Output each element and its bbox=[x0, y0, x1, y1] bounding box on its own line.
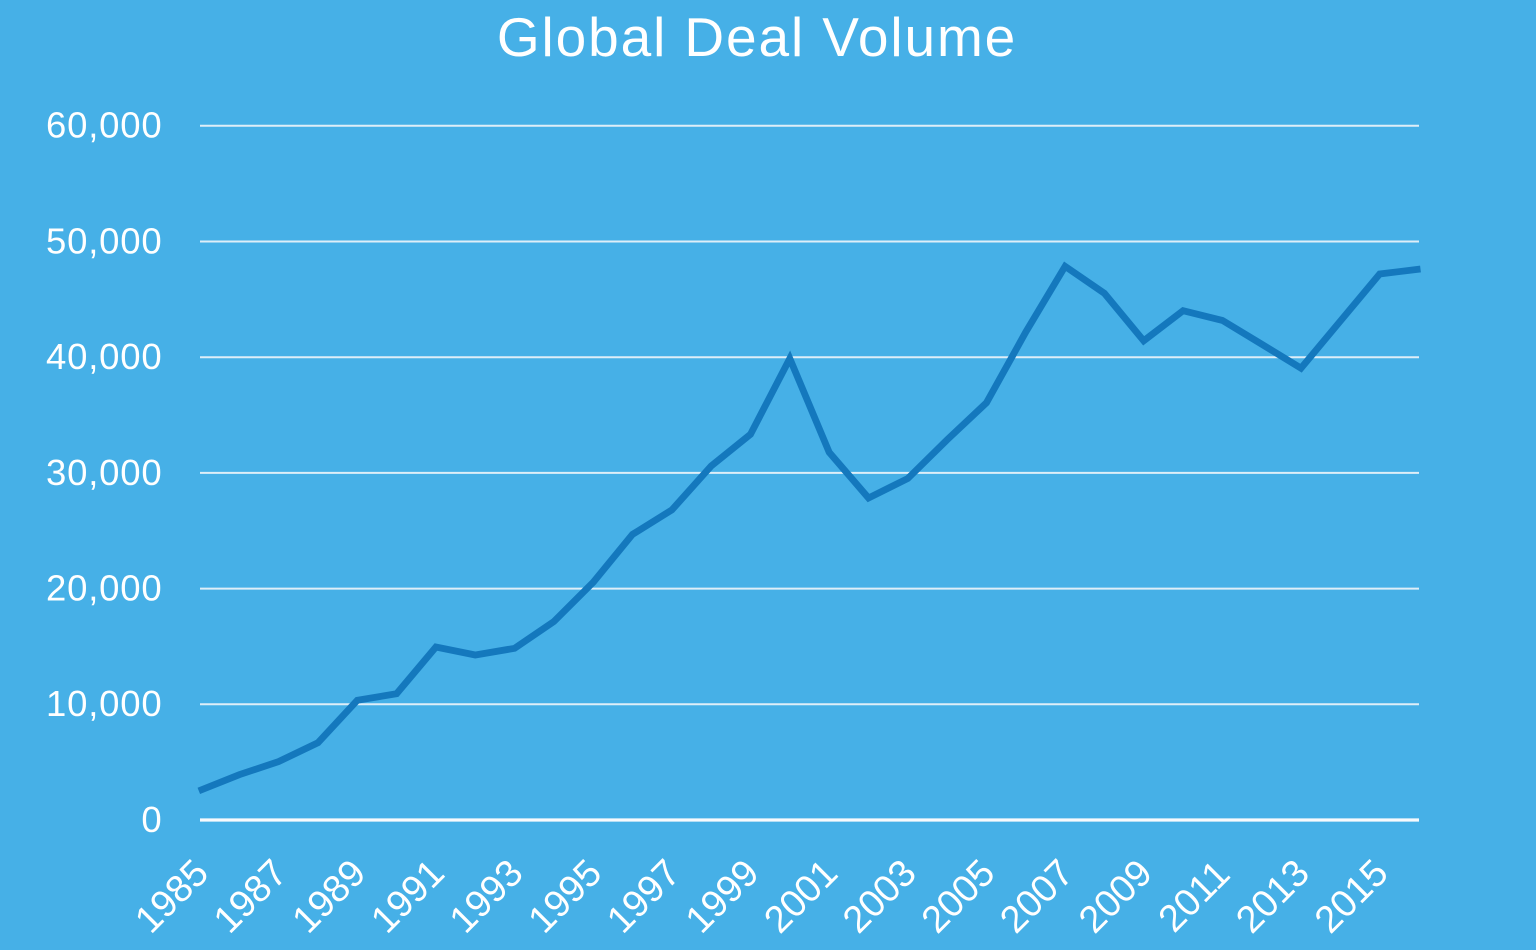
svg-text:50,000: 50,000 bbox=[46, 220, 162, 261]
svg-text:0: 0 bbox=[141, 799, 162, 840]
svg-text:60,000: 60,000 bbox=[46, 105, 162, 146]
svg-text:30,000: 30,000 bbox=[46, 452, 162, 493]
svg-text:20,000: 20,000 bbox=[46, 568, 162, 609]
svg-text:Global Deal Volume: Global Deal Volume bbox=[497, 6, 1017, 68]
svg-text:10,000: 10,000 bbox=[46, 683, 162, 724]
svg-text:40,000: 40,000 bbox=[46, 336, 162, 377]
